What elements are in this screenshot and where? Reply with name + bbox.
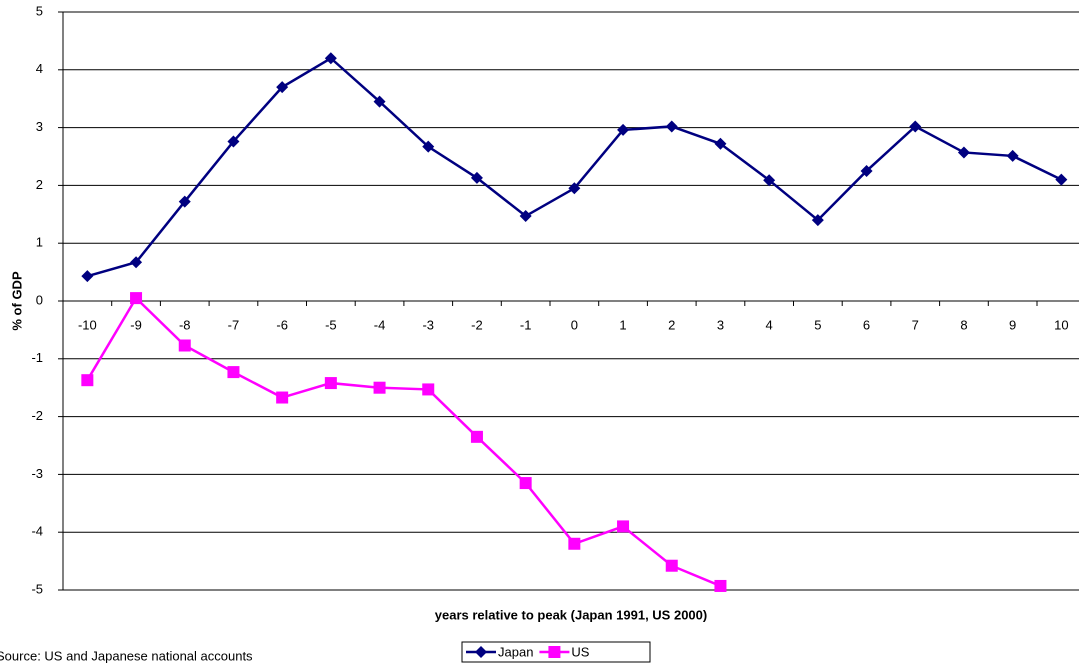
- y-tick-label: 0: [36, 292, 43, 307]
- data-point: [470, 171, 483, 184]
- data-point: [1006, 149, 1019, 162]
- data-point: [617, 123, 630, 136]
- data-point: [519, 477, 532, 490]
- data-point: [568, 537, 581, 550]
- x-tick-label: 3: [717, 317, 724, 332]
- legend-marker: [475, 646, 487, 658]
- x-tick-label: -8: [179, 317, 191, 332]
- data-point: [373, 381, 386, 394]
- x-tick-label: 1: [619, 317, 626, 332]
- x-axis-label: years relative to peak (Japan 1991, US 2…: [435, 607, 707, 622]
- x-tick-label: -10: [78, 317, 97, 332]
- x-tick-label: -2: [471, 317, 483, 332]
- data-point: [714, 137, 727, 150]
- x-tick-label: -5: [325, 317, 337, 332]
- x-tick-label: -3: [422, 317, 434, 332]
- data-point: [130, 256, 143, 269]
- x-tick-label: -9: [130, 317, 142, 332]
- x-tick-label: -7: [228, 317, 240, 332]
- y-tick-label: -2: [31, 408, 43, 423]
- x-tick-label: 4: [766, 317, 773, 332]
- y-tick-label: 4: [36, 61, 43, 76]
- x-tick-label: 0: [571, 317, 578, 332]
- data-point: [81, 374, 94, 387]
- y-tick-label: -5: [31, 581, 43, 596]
- x-tick-label: -6: [276, 317, 288, 332]
- data-point: [178, 195, 191, 208]
- data-point: [178, 339, 191, 352]
- data-point: [373, 95, 386, 108]
- data-point: [617, 520, 630, 533]
- data-point: [227, 135, 240, 148]
- data-point: [763, 174, 776, 187]
- x-tick-label: 9: [1009, 317, 1016, 332]
- y-tick-label: 1: [36, 235, 43, 250]
- data-point: [276, 391, 289, 404]
- data-point: [665, 559, 678, 572]
- x-tick-label: 6: [863, 317, 870, 332]
- data-point: [324, 52, 337, 65]
- y-tick-label: 5: [36, 3, 43, 18]
- data-point: [909, 120, 922, 133]
- x-tick-label: 10: [1054, 317, 1068, 332]
- data-point: [957, 146, 970, 159]
- data-point: [324, 377, 337, 390]
- source-note: Source: US and Japanese national account…: [0, 648, 253, 663]
- data-point: [470, 430, 483, 443]
- data-point: [714, 579, 727, 592]
- x-tick-label: 8: [960, 317, 967, 332]
- data-point: [422, 383, 435, 396]
- data-point: [519, 210, 532, 223]
- y-tick-label: -1: [31, 350, 43, 365]
- data-point: [276, 81, 289, 94]
- y-tick-label: 2: [36, 177, 43, 192]
- x-tick-label: 5: [814, 317, 821, 332]
- y-tick-label: -4: [31, 524, 43, 539]
- legend-label: US: [571, 644, 589, 659]
- x-tick-label: 7: [912, 317, 919, 332]
- data-point: [665, 120, 678, 133]
- x-tick-label: 2: [668, 317, 675, 332]
- data-point: [860, 164, 873, 177]
- legend-label: Japan: [498, 644, 533, 659]
- data-point: [1055, 173, 1068, 186]
- data-point: [81, 270, 94, 283]
- y-axis-label: % of GDP: [9, 271, 24, 331]
- data-point: [811, 214, 824, 227]
- y-tick-label: 3: [36, 119, 43, 134]
- x-tick-label: -4: [374, 317, 386, 332]
- x-tick-label: -1: [520, 317, 532, 332]
- y-tick-label: -3: [31, 466, 43, 481]
- data-point: [227, 366, 240, 379]
- series-line: [86, 296, 721, 588]
- legend-marker: [548, 646, 561, 658]
- data-point: [130, 292, 143, 305]
- data-point: [422, 140, 435, 153]
- data-point: [568, 182, 581, 195]
